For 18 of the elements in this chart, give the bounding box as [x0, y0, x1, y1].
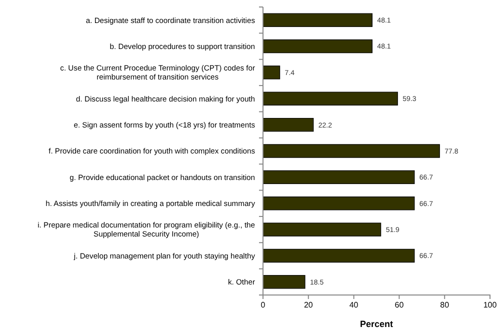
- bar: [262, 13, 372, 27]
- x-tick-label: 100: [483, 300, 498, 310]
- x-axis-title: Percent: [360, 319, 394, 329]
- bar: [262, 66, 280, 80]
- bar: [262, 170, 415, 184]
- bar: [262, 39, 372, 54]
- bar: [262, 248, 415, 263]
- x-tick-label: 80: [440, 300, 450, 310]
- bar: [262, 92, 398, 106]
- bar: [262, 275, 306, 289]
- x-tick-label: 0: [260, 300, 266, 310]
- bar: [262, 196, 415, 210]
- bar: [262, 144, 440, 158]
- bar: [262, 118, 314, 132]
- x-tick-label: 60: [394, 300, 404, 310]
- bar: [262, 222, 382, 236]
- x-tick-label: 20: [304, 300, 314, 310]
- x-tick-label: 40: [349, 300, 359, 310]
